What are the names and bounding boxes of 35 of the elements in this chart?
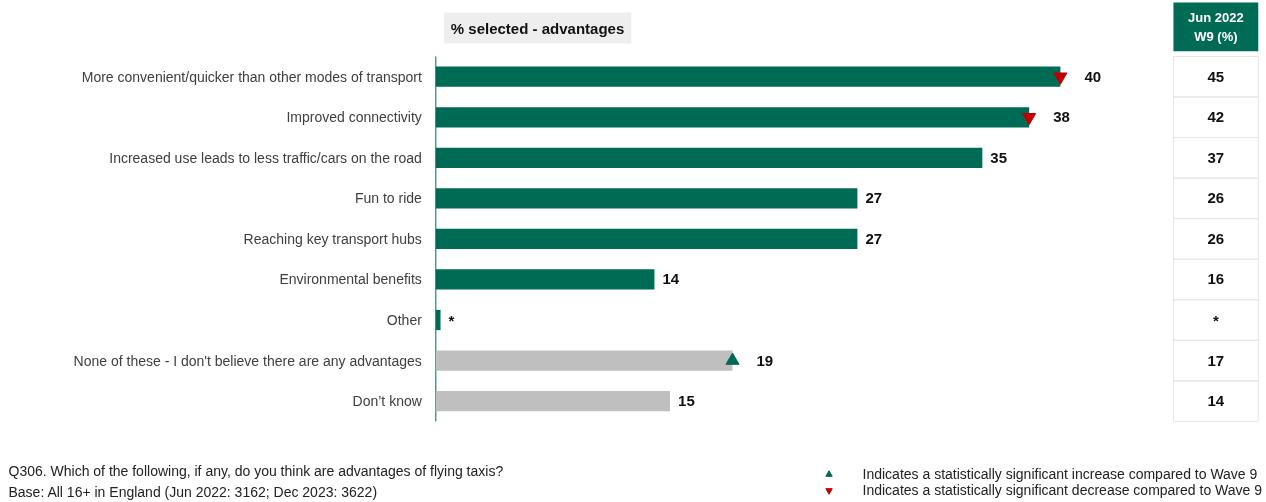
y-tick-label: Other xyxy=(386,312,423,329)
data-label: 40 xyxy=(1084,67,1102,85)
y-tick-label: More convenient/quicker than other modes of transport xyxy=(81,68,422,85)
y-tick-label: Environmental benefits xyxy=(279,271,422,288)
text: 37 xyxy=(1207,148,1225,166)
data-label: 27 xyxy=(865,229,883,247)
y-tick-label: Fun to ride xyxy=(354,190,423,207)
text: Q306. Which of the following, if any, do you think are advantages of flying taxis? xyxy=(8,462,504,479)
data-label: 38 xyxy=(1053,108,1070,126)
text: 16 xyxy=(1207,270,1225,288)
chart-title: % selected - advantages xyxy=(450,19,625,37)
text: 26 xyxy=(1207,229,1225,247)
text: * xyxy=(1212,311,1219,329)
legend-label: Indicates a statistically significant decrease compared to Wave 9 xyxy=(862,482,1262,498)
text: Base: All 16+ in England (Jun 2022: 3162; Dec 2023: 3622) xyxy=(8,483,378,500)
data-label: 35 xyxy=(990,148,1008,166)
data-label: 14 xyxy=(662,270,680,288)
legend-label: Indicates a statistically significant increase compared to Wave 9 xyxy=(862,466,1258,482)
text: 14 xyxy=(1207,392,1225,410)
text: 42 xyxy=(1207,108,1225,126)
text: Jun 2022 W9 (%) xyxy=(1188,9,1244,44)
y-tick-label: Reaching key transport hubs xyxy=(243,230,422,247)
y-tick-label: Increased use leads to less traffic/cars on the road xyxy=(109,149,422,166)
data-label: 27 xyxy=(865,189,883,207)
bar xyxy=(435,350,733,371)
y-tick-label: Improved connectivity xyxy=(286,109,422,126)
text: 26 xyxy=(1207,189,1225,207)
y-tick-label: None of these - I don't believe there are any advantages xyxy=(73,352,422,369)
data-label: 19 xyxy=(756,351,774,369)
y-tick-label: Don’t know xyxy=(352,393,423,410)
data-label: 15 xyxy=(678,392,695,410)
text: 17 xyxy=(1207,351,1225,369)
bar xyxy=(435,390,671,412)
text: 45 xyxy=(1207,67,1225,85)
data-label: * xyxy=(448,311,455,329)
